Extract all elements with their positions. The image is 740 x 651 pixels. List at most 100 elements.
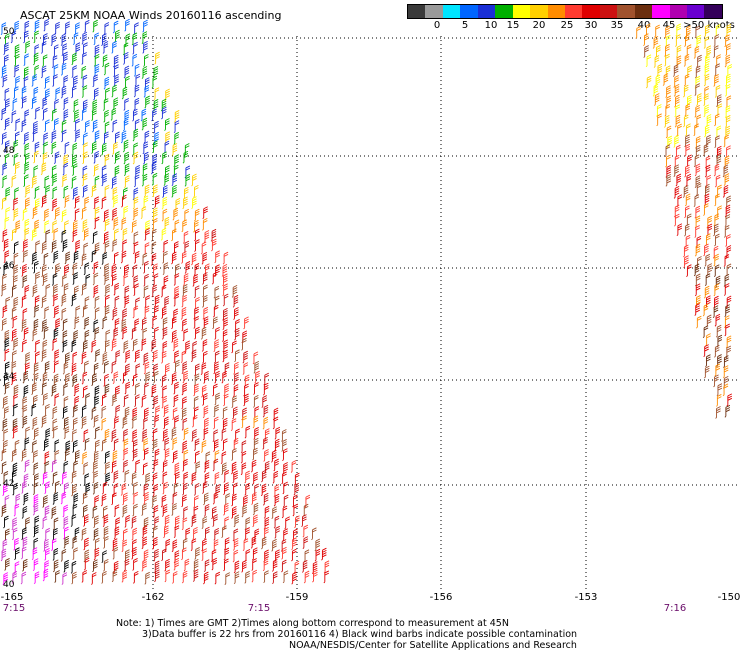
- wind-barb: [2, 395, 8, 409]
- wind-barb: [652, 83, 659, 97]
- wind-barb: [123, 98, 129, 111]
- wind-barb: [726, 64, 733, 77]
- wind-barb: [150, 241, 157, 255]
- wind-barb: [64, 372, 70, 386]
- wind-barb: [81, 165, 88, 179]
- wind-barb: [101, 33, 107, 46]
- wind-barb: [82, 491, 88, 505]
- wind-barb: [161, 385, 167, 399]
- wind-barb: [181, 417, 188, 431]
- wind-barb: [124, 33, 131, 47]
- wind-barb: [223, 558, 229, 572]
- colorbar-swatch: [408, 5, 426, 18]
- wind-barb: [10, 174, 17, 188]
- colorbar-swatch: [582, 5, 600, 18]
- wind-barb: [192, 526, 198, 540]
- wind-barb: [52, 373, 59, 387]
- wind-barb: [263, 526, 269, 540]
- wind-barb: [20, 571, 27, 585]
- wind-barb: [222, 307, 228, 321]
- wind-barb: [161, 196, 168, 210]
- wind-barb: [243, 393, 249, 407]
- wind-barb: [11, 228, 17, 241]
- wind-barb: [725, 115, 731, 128]
- wind-barb: [201, 251, 208, 265]
- wind-barb: [164, 538, 171, 552]
- wind-barb: [164, 88, 170, 102]
- wind-barb: [33, 186, 40, 199]
- wind-barb: [193, 396, 199, 409]
- wind-barb: [82, 242, 89, 256]
- wind-barb: [303, 549, 310, 563]
- wind-barb: [172, 338, 179, 352]
- wind-barb: [21, 396, 28, 410]
- wind-barb: [93, 196, 99, 210]
- wind-barb: [32, 394, 38, 408]
- wind-barb: [24, 362, 30, 376]
- wind-barb: [131, 471, 137, 485]
- wind-barb: [101, 571, 107, 584]
- wind-barb: [141, 429, 148, 442]
- wind-barb: [232, 294, 239, 308]
- wind-barb: [685, 123, 691, 137]
- wind-barb: [93, 175, 100, 189]
- wind-barb: [204, 263, 210, 277]
- wind-barb: [153, 87, 160, 101]
- wind-barb: [181, 251, 187, 264]
- wind-barb: [23, 109, 30, 123]
- wind-barb: [82, 184, 88, 198]
- wind-barb: [71, 536, 78, 549]
- wind-barb: [103, 209, 109, 223]
- wind-barb: [112, 141, 118, 155]
- wind-barb: [181, 396, 187, 410]
- wind-barb: [111, 393, 118, 406]
- wind-barb: [44, 88, 50, 102]
- wind-barb: [30, 403, 37, 417]
- wind-barb: [220, 451, 227, 465]
- wind-barb: [13, 20, 20, 34]
- wind-barb: [143, 273, 149, 287]
- wind-barb: [244, 470, 250, 484]
- wind-barb: [33, 65, 40, 78]
- wind-barb: [93, 163, 99, 177]
- wind-barb: [90, 249, 97, 263]
- wind-barb: [111, 460, 117, 474]
- wind-barb: [273, 484, 280, 497]
- wind-barb: [31, 206, 38, 220]
- wind-barb: [293, 482, 300, 496]
- wind-barb: [93, 295, 100, 309]
- wind-barb: [121, 308, 128, 322]
- wind-barb: [282, 448, 288, 461]
- wind-barb: [151, 172, 158, 186]
- wind-barb: [150, 253, 157, 266]
- wind-barb: [50, 383, 57, 397]
- wind-barb: [60, 307, 67, 321]
- wind-barb: [724, 105, 731, 118]
- wind-barb: [714, 344, 720, 358]
- wind-barb: [23, 20, 30, 34]
- wind-barb: [152, 363, 159, 377]
- wind-barb: [0, 283, 7, 297]
- wind-barb: [72, 417, 78, 431]
- wind-barb: [152, 505, 159, 518]
- wind-barb: [112, 546, 119, 560]
- wind-barb: [683, 255, 689, 269]
- wind-barb: [12, 208, 19, 221]
- wind-barb: [122, 492, 128, 506]
- wind-barb: [102, 54, 108, 68]
- wind-barb: [716, 394, 722, 407]
- wind-barb: [132, 275, 139, 289]
- wind-barb: [62, 185, 69, 199]
- wind-barb: [684, 143, 691, 157]
- wind-barb: [71, 571, 77, 585]
- wind-barb: [53, 117, 59, 131]
- wind-barb: [694, 303, 700, 316]
- wind-barb: [122, 42, 129, 56]
- wind-barb: [82, 132, 88, 146]
- wind-barb: [252, 471, 258, 485]
- wind-barb: [695, 34, 702, 48]
- wind-barb: [81, 52, 87, 65]
- wind-barb: [92, 481, 99, 495]
- wind-barb: [262, 436, 268, 450]
- wind-barb: [132, 196, 139, 210]
